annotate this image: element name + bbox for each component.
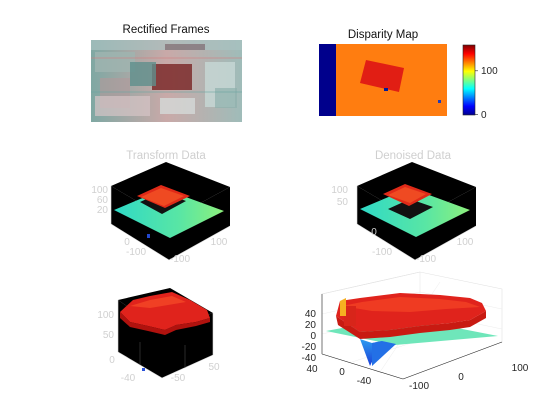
- y-tick-label: -100: [170, 254, 190, 265]
- z-tick-label: 40: [305, 309, 317, 320]
- x-tick-label: 0: [124, 237, 130, 248]
- y-tick-label: 50: [208, 362, 220, 373]
- y-tick-label: -100: [372, 247, 392, 258]
- y-tick-label: 100: [211, 237, 228, 248]
- y-tick-label: -50: [171, 373, 186, 384]
- x-tick-label: -40: [121, 373, 136, 384]
- surface-3d: [356, 162, 477, 261]
- z-tick-label: 20: [305, 320, 317, 331]
- surface-3d: [117, 288, 214, 379]
- panel-title: Transform Data: [126, 150, 206, 162]
- z-tick-label: 50: [103, 330, 115, 341]
- y-tick-label: -40: [357, 376, 372, 387]
- z-tick-label: 50: [337, 197, 349, 208]
- z-tick-label: 100: [97, 310, 114, 321]
- y-tick-label: -100: [416, 254, 436, 265]
- y-tick-label: 100: [457, 237, 474, 248]
- z-tick-label: 60: [97, 195, 109, 206]
- panel-title: Rectified Frames: [123, 24, 210, 36]
- panel-transform-data: Transform Data 100 60 20 0 -100 100 -100: [91, 150, 231, 265]
- y-tick-label: -100: [126, 247, 146, 258]
- x-tick-label: 100: [512, 363, 529, 374]
- colorbar-tick-label: 100: [481, 66, 498, 77]
- y-tick-label: 40: [306, 364, 318, 375]
- surface-3d: [326, 293, 498, 366]
- z-tick-label: 20: [97, 205, 109, 216]
- x-tick-label: -100: [409, 381, 429, 392]
- panel-rectified-frames: Rectified Frames: [91, 24, 242, 122]
- panel-title: Denoised Data: [375, 150, 452, 162]
- surface-3d: [110, 162, 231, 261]
- x-tick-label: 0: [371, 227, 377, 238]
- panel-surface-bottom-right: 40 20 0 -20 -40 40 0 -40 -100 0 100: [302, 271, 529, 392]
- z-tick-label: -40: [302, 353, 317, 364]
- z-tick-label: 100: [331, 185, 348, 196]
- x-tick-label: 0: [458, 372, 464, 383]
- panel-denoised-data: Denoised Data 100 50 0 -100 100 -100: [331, 150, 477, 265]
- colorbar-tick-label: 0: [481, 110, 487, 121]
- z-tick-label: -20: [302, 342, 317, 353]
- occlusion-band: [319, 44, 336, 116]
- panel-disparity-map: Disparity Map 0 100: [319, 29, 498, 121]
- z-tick-label: 100: [91, 185, 108, 196]
- colorbar: 0 100: [462, 44, 498, 121]
- z-tick-label: 0: [310, 331, 316, 342]
- disparity-image: [319, 44, 447, 116]
- anaglyph-image: [91, 40, 242, 122]
- y-tick-label: 0: [339, 367, 345, 378]
- disparity-object: [360, 60, 404, 92]
- panel-title: Disparity Map: [348, 29, 418, 41]
- x-tick-label: 0: [109, 355, 115, 366]
- panel-surface-bottom-left: 100 50 -40 0 -50 50: [97, 288, 220, 384]
